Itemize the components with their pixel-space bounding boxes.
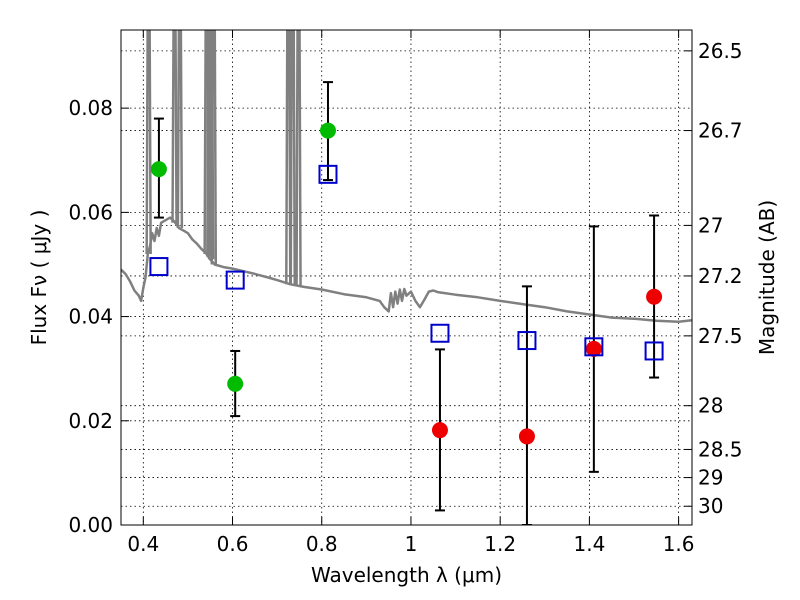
right-y-axis-title: Magnitude (AB) (755, 200, 779, 355)
x-tick-label: 0.4 (127, 532, 159, 556)
mag-tick-label: 27.5 (698, 324, 743, 348)
mag-tick-label: 28.5 (698, 437, 743, 461)
mag-tick-label: 26.5 (698, 39, 743, 63)
sed-emission-line (145, 30, 152, 255)
sed-emission-line (285, 30, 292, 285)
blue-model-point (584, 337, 604, 357)
y-tick-label: 0.08 (68, 96, 113, 120)
x-tick-label: 1.4 (573, 532, 605, 556)
blue-model-point (225, 270, 245, 290)
x-tick-label: 0.6 (217, 532, 249, 556)
sed-emission-line (295, 30, 302, 287)
x-tick-label: 1.2 (484, 532, 516, 556)
mag-tick-label: 29 (698, 466, 723, 490)
green-data-point (227, 375, 244, 392)
y-tick-label: 0.02 (68, 409, 113, 433)
red-data-point (431, 422, 448, 439)
mag-tick-label: 26.7 (698, 119, 743, 143)
y-tick-label: 0.06 (68, 200, 113, 224)
green-data-point (319, 122, 336, 139)
tick-labels: 0.4 0.6 0.8 1 1.2 1.4 1.6 0.00 0.02 0.04 0.06 0.08 2… (68, 39, 742, 556)
mag-tick-label: 30 (698, 494, 723, 518)
red-data-point (518, 428, 535, 445)
plot-frame (120, 29, 693, 526)
blue-model-point (644, 341, 664, 361)
red-data-point (646, 288, 663, 305)
green-data-point (150, 161, 167, 178)
x-axis-title: Wavelength λ (μm) (311, 563, 502, 587)
y-tick-label: 0.00 (68, 513, 113, 537)
red-data-point (585, 340, 602, 357)
sed-emission-line (289, 30, 296, 286)
mag-tick-label: 28 (698, 394, 723, 418)
x-tick-label: 1.6 (663, 532, 695, 556)
x-tick-label: 1 (405, 532, 418, 556)
blue-model-point (149, 257, 169, 277)
blue-model-point (430, 323, 450, 343)
sed-emission-line (176, 30, 184, 229)
x-tick-label: 0.8 (306, 532, 338, 556)
blue-model-point (517, 331, 537, 351)
mag-tick-label: 27 (698, 213, 723, 237)
y-tick-label: 0.04 (68, 305, 113, 329)
sed-emission-line (210, 30, 218, 265)
axis-ticks (121, 30, 692, 526)
mag-tick-label: 27.2 (698, 264, 743, 288)
y-axis-title: Flux Fν ( μJy ) (27, 210, 51, 346)
sed-emission-line (171, 30, 178, 223)
plot-area (121, 30, 692, 525)
blue-model-point (318, 164, 338, 184)
